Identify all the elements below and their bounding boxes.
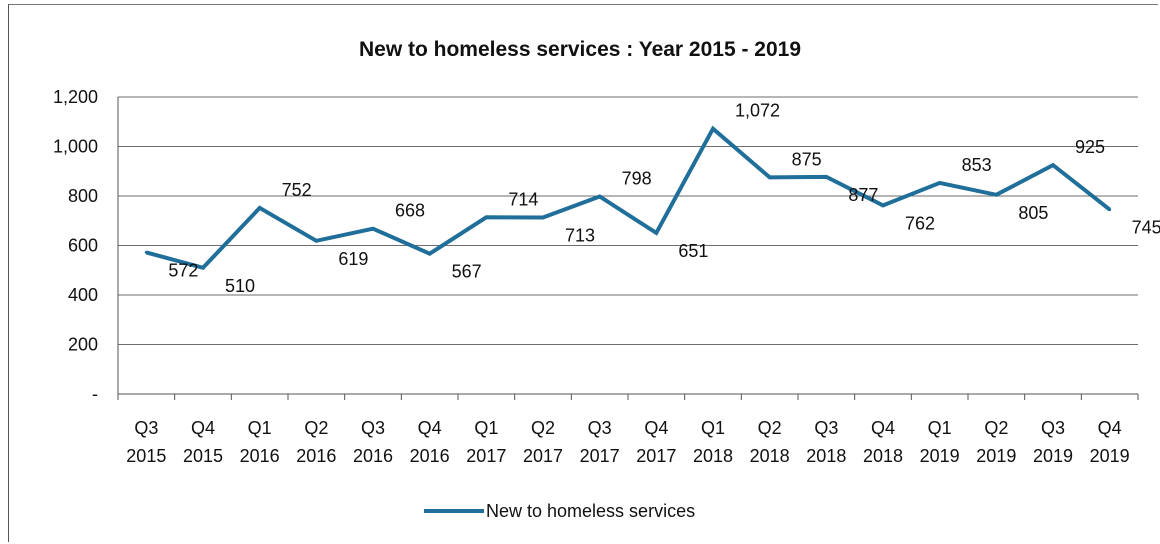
x-tick-label-quarter: Q2 xyxy=(984,418,1008,438)
x-tick-label-year: 2019 xyxy=(976,446,1016,466)
data-label: 875 xyxy=(792,149,822,169)
series-line xyxy=(145,125,1111,271)
x-tick-label-quarter: Q4 xyxy=(644,418,668,438)
x-tick-label-quarter: Q4 xyxy=(871,418,895,438)
x-tick-label-year: 2016 xyxy=(240,446,280,466)
x-tick-label-quarter: Q3 xyxy=(1041,418,1065,438)
data-label: 745 xyxy=(1132,218,1160,238)
data-point xyxy=(711,127,715,131)
data-label: 925 xyxy=(1075,137,1105,157)
data-point xyxy=(768,175,772,179)
data-point xyxy=(428,252,432,256)
series-layer xyxy=(144,125,1112,271)
chart-title: New to homeless services : Year 2015 - 2… xyxy=(359,38,801,61)
x-tick-label-year: 2019 xyxy=(920,446,960,466)
x-tick-label-year: 2018 xyxy=(863,446,903,466)
x-tick-label-year: 2017 xyxy=(580,446,620,466)
y-tick-label: 600 xyxy=(68,236,98,256)
x-tick-label-quarter: Q4 xyxy=(1098,418,1122,438)
x-tick-label-year: 2016 xyxy=(410,446,450,466)
data-point xyxy=(938,181,942,185)
x-tick-label-year: 2018 xyxy=(750,446,790,466)
x-tick-label-quarter: Q2 xyxy=(531,418,555,438)
x-tick-label-year: 2015 xyxy=(183,446,223,466)
x-axis: Q3 2015 Q4 2015 Q1 2016 Q2 2016 Q3 2016 Q4 2016 Q1 20… xyxy=(117,97,1139,466)
x-tick-label-quarter: Q4 xyxy=(418,418,442,438)
y-tick-label: - xyxy=(92,384,98,404)
x-tick-label-quarter: Q1 xyxy=(474,418,498,438)
x-tick-label-year: 2015 xyxy=(126,446,166,466)
data-label: 510 xyxy=(225,276,255,296)
x-tick-label-quarter: Q1 xyxy=(928,418,952,438)
x-tick-label-quarter: Q4 xyxy=(191,418,215,438)
data-label: 877 xyxy=(848,185,878,205)
data-point xyxy=(598,194,602,198)
x-tick-label-quarter: Q3 xyxy=(814,418,838,438)
data-point xyxy=(314,239,318,243)
x-tick-label-quarter: Q3 xyxy=(588,418,612,438)
x-tick-label-quarter: Q3 xyxy=(361,418,385,438)
data-point xyxy=(824,175,828,179)
x-tick-label-quarter: Q2 xyxy=(758,418,782,438)
data-point xyxy=(1051,163,1055,167)
legend: New to homeless services xyxy=(424,501,695,521)
data-point xyxy=(1108,208,1112,212)
x-tick-label-year: 2019 xyxy=(1090,446,1130,466)
data-label: 752 xyxy=(282,180,312,200)
data-point xyxy=(994,193,998,197)
data-point xyxy=(144,250,148,254)
data-label: 668 xyxy=(395,201,425,221)
y-tick-label: 1,000 xyxy=(53,137,98,157)
data-labels: 572 510 752 619 668 567 714 713 798 651 1,072 875 87… xyxy=(168,101,1160,296)
x-tick-label-quarter: Q3 xyxy=(134,418,158,438)
x-tick-label-year: 2017 xyxy=(523,446,563,466)
x-tick-label-year: 2017 xyxy=(466,446,506,466)
data-point xyxy=(258,206,262,210)
data-label: 567 xyxy=(452,262,482,282)
y-axis-ticks: - 200 400 600 800 1,000 1,200 xyxy=(53,87,98,404)
chart-frame xyxy=(8,4,1158,542)
y-tick-label: 200 xyxy=(68,335,98,355)
data-label: 572 xyxy=(168,260,198,280)
data-label: 713 xyxy=(565,226,595,246)
x-tick-label-year: 2016 xyxy=(296,446,336,466)
data-point xyxy=(541,216,545,220)
legend-label: New to homeless services xyxy=(486,501,695,521)
y-tick-label: 400 xyxy=(68,285,98,305)
data-point xyxy=(654,231,658,235)
data-label: 1,072 xyxy=(735,101,780,121)
x-tick-label-year: 2017 xyxy=(636,446,676,466)
x-tick-label-year: 2018 xyxy=(806,446,846,466)
x-tick-label-year: 2018 xyxy=(693,446,733,466)
data-point xyxy=(371,227,375,231)
data-point xyxy=(201,266,205,270)
gridlines xyxy=(118,96,1138,345)
data-label: 798 xyxy=(622,168,652,188)
x-tick-label-quarter: Q1 xyxy=(248,418,272,438)
data-label: 853 xyxy=(962,155,992,175)
x-tick-label-year: 2016 xyxy=(353,446,393,466)
data-point xyxy=(881,203,885,207)
data-label: 619 xyxy=(338,249,368,269)
data-label: 762 xyxy=(905,213,935,233)
data-point xyxy=(484,215,488,219)
y-tick-label: 1,200 xyxy=(53,87,98,107)
data-label: 805 xyxy=(1018,203,1048,223)
x-tick-label-quarter: Q2 xyxy=(304,418,328,438)
y-tick-label: 800 xyxy=(68,186,98,206)
data-label: 651 xyxy=(678,241,708,261)
x-tick-label-quarter: Q1 xyxy=(701,418,725,438)
data-label: 714 xyxy=(508,189,538,209)
x-tick-label-year: 2019 xyxy=(1033,446,1073,466)
